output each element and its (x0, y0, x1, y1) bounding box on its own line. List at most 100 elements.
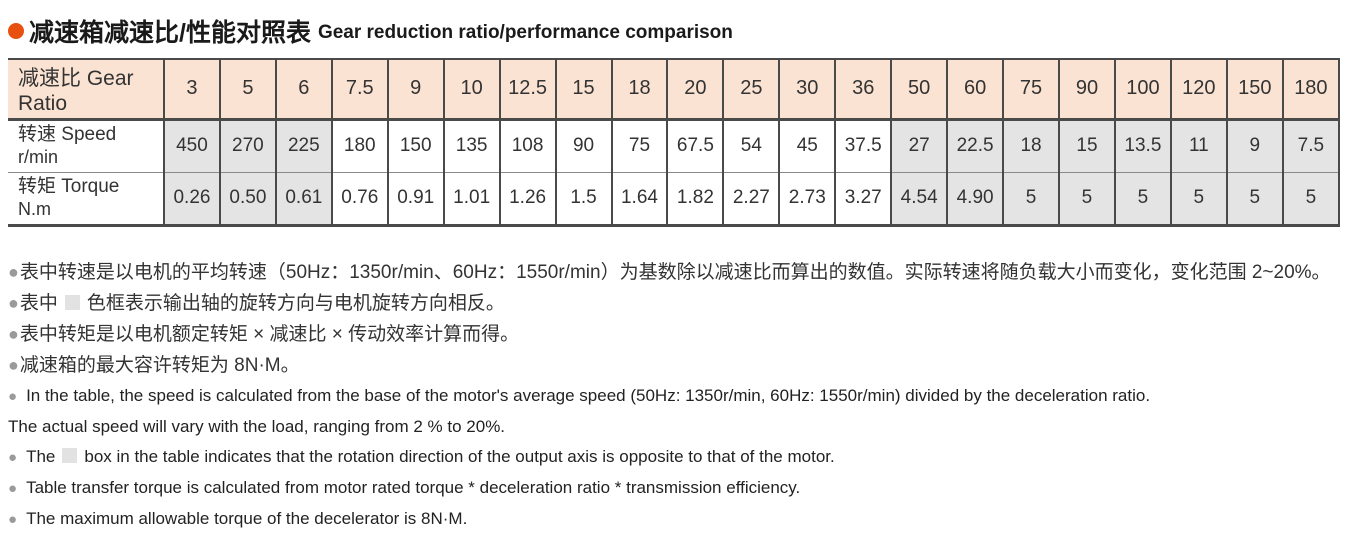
torque-value-cell: 0.91 (386, 172, 444, 225)
gear-ratio-header-cell: 12.5 (498, 59, 556, 121)
gear-ratio-header-cell: 180 (1281, 59, 1341, 121)
speed-value-cell: 270 (218, 119, 276, 173)
gear-ratio-label-cell: 减速比 Gear Ratio (8, 59, 164, 121)
gear-ratio-header-cell: 30 (778, 59, 836, 121)
speed-value-cell: 180 (330, 119, 388, 173)
speed-value-cell: 27 (890, 119, 948, 173)
gear-ratio-header-cell: 90 (1058, 59, 1115, 121)
torque-value-cell: 1.01 (442, 172, 500, 225)
torque-row-label: 转矩 Torque N.m (8, 172, 164, 225)
speed-value-cell: 135 (442, 119, 500, 173)
gear-ratio-header-cell: 36 (834, 59, 892, 121)
note-text: The maximum allowable torque of the dece… (26, 508, 468, 528)
speed-value-cell: 9 (1225, 119, 1283, 173)
speed-value-cell: 22.5 (946, 119, 1004, 173)
notes-section: ●表中转速是以电机的平均转速（50Hz：1350r/min、60Hz：1550r… (8, 257, 1348, 535)
speed-value-cell: 67.5 (666, 119, 724, 173)
note-line: ●表中 色框表示输出轴的旋转方向与电机旋转方向相反。 (8, 288, 1348, 319)
torque-value-cell: 2.27 (722, 172, 780, 225)
gear-ratio-header-cell: 75 (1002, 59, 1059, 121)
note-text: 表中转矩是以电机额定转矩 × 减速比 × 传动效率计算而得。 (19, 323, 520, 345)
note-text: box in the table indicates that the rota… (84, 446, 835, 466)
speed-value-cell: 15 (1058, 119, 1115, 173)
torque-value-cell: 1.26 (498, 172, 556, 225)
note-text: In the table, the speed is calculated fr… (26, 385, 1151, 405)
speed-value-cell: 90 (554, 119, 612, 173)
note-line: ●表中转速是以电机的平均转速（50Hz：1350r/min、60Hz：1550r… (8, 257, 1348, 288)
note-line: ●表中转矩是以电机额定转矩 × 减速比 × 传动效率计算而得。 (8, 319, 1348, 350)
torque-value-cell: 4.54 (890, 172, 948, 225)
speed-value-cell: 18 (1002, 119, 1059, 173)
gear-ratio-header-cell: 60 (946, 59, 1004, 121)
torque-value-cell: 0.50 (218, 172, 276, 225)
speed-value-cell: 11 (1169, 119, 1227, 173)
torque-value-cell: 0.76 (330, 172, 388, 225)
note-bullet-icon: ● (8, 448, 18, 466)
note-line: ● The box in the table indicates that the … (8, 442, 1348, 473)
speed-value-cell: 7.5 (1281, 119, 1341, 173)
note-bullet-icon: ● (8, 292, 19, 313)
gear-ratio-header-cell: 9 (386, 59, 444, 121)
speed-value-cell: 13.5 (1113, 119, 1171, 173)
speed-value-cell: 75 (610, 119, 668, 173)
gear-ratio-header-cell: 15 (554, 59, 612, 121)
gear-ratio-header-cell: 100 (1113, 59, 1171, 121)
note-text: Table transfer torque is calculated from… (26, 477, 801, 497)
speed-value-cell: 150 (386, 119, 444, 173)
note-bullet-icon: ● (8, 479, 18, 497)
gear-ratio-header-cell: 6 (274, 59, 332, 121)
torque-value-cell: 1.64 (610, 172, 668, 225)
gear-ratio-header-cell: 150 (1225, 59, 1283, 121)
speed-label-unit: r/min (18, 146, 58, 167)
gear-ratio-header-cell: 25 (722, 59, 780, 121)
torque-value-cell: 4.90 (946, 172, 1004, 225)
torque-value-cell: 5 (1002, 172, 1059, 225)
speed-label-name: 转速 Speed (18, 123, 117, 145)
gear-ratio-header-cell: 7.5 (330, 59, 388, 121)
note-bullet-icon: ● (8, 354, 19, 375)
torque-value-cell: 5 (1225, 172, 1283, 225)
gear-ratio-header-row: 减速比 Gear Ratio 3 5 6 7.5 9 10 12.5 15 18 20 25 30 36 5… (8, 59, 1341, 121)
note-bullet-icon: ● (8, 387, 18, 405)
page-title: 减速箱减速比/性能对照表 Gear reduction ratio/perfor… (0, 0, 1348, 47)
speed-row: 转速 Speed r/min 450 270 225 180 150 135 108 90 75 67… (8, 119, 1341, 173)
torque-value-cell: 5 (1169, 172, 1227, 225)
torque-value-cell: 5 (1058, 172, 1115, 225)
torque-row: 转矩 Torque N.m 0.26 0.50 0.61 0.76 0.91 1.01 1.26… (8, 172, 1341, 225)
speed-value-cell: 225 (274, 119, 332, 173)
note-line: The actual speed will vary with the load… (8, 412, 1348, 442)
gear-ratio-header-cell: 120 (1169, 59, 1227, 121)
torque-label-name: 转矩 Torque (18, 175, 120, 197)
note-text: 表中 (19, 292, 58, 314)
note-bullet-icon: ● (8, 510, 18, 528)
speed-value-cell: 37.5 (834, 119, 892, 173)
gear-ratio-header-cell: 50 (890, 59, 948, 121)
gear-ratio-performance-table: 减速比 Gear Ratio 3 5 6 7.5 9 10 12.5 15 18 20 25 30 36 5… (8, 58, 1341, 227)
torque-value-cell: 3.27 (834, 172, 892, 225)
gear-ratio-header-cell: 5 (218, 59, 276, 121)
torque-value-cell: 1.82 (666, 172, 724, 225)
note-line: ●减速箱的最大容许转矩为 8N·M。 (8, 350, 1348, 381)
note-text: 色框表示输出轴的旋转方向与电机旋转方向相反。 (86, 292, 505, 314)
note-text: The (26, 446, 56, 466)
gear-ratio-header-cell: 20 (666, 59, 724, 121)
note-bullet-icon: ● (8, 261, 19, 282)
torque-value-cell: 2.73 (778, 172, 836, 225)
torque-value-cell: 0.26 (163, 172, 220, 225)
torque-value-cell: 5 (1113, 172, 1171, 225)
note-bullet-icon: ● (8, 323, 19, 344)
speed-value-cell: 450 (163, 119, 220, 173)
speed-row-label: 转速 Speed r/min (8, 119, 164, 173)
note-line: ● In the table, the speed is calculated f… (8, 381, 1348, 412)
torque-value-cell: 1.5 (554, 172, 612, 225)
torque-label-unit: N.m (18, 198, 51, 219)
note-line: ● The maximum allowable torque of the dec… (8, 504, 1348, 535)
gray-cell-swatch-icon (62, 447, 78, 463)
gear-ratio-header-cell: 18 (610, 59, 668, 121)
note-line: ● Table transfer torque is calculated fro… (8, 473, 1348, 504)
title-bullet-icon (8, 23, 24, 39)
gear-ratio-header-cell: 3 (163, 59, 220, 121)
page-title-en: Gear reduction ratio/performance compari… (317, 21, 733, 43)
speed-value-cell: 54 (722, 119, 780, 173)
